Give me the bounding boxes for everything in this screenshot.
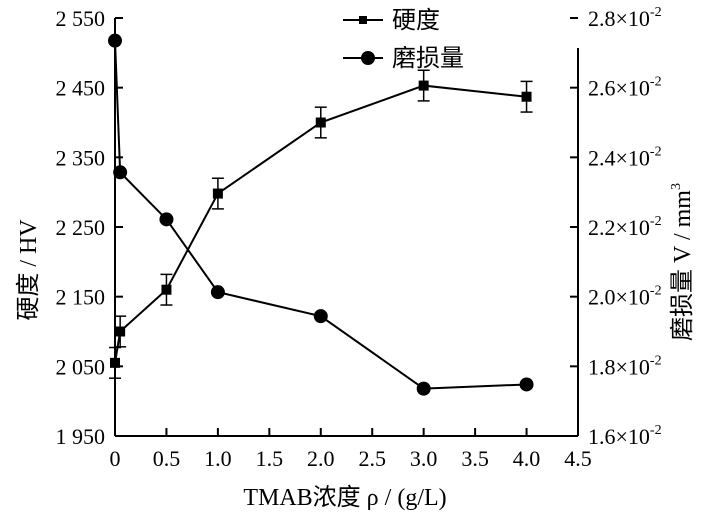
right-tick-label-main: 2.4×10 <box>588 145 650 170</box>
legend-hardness-marker <box>359 16 367 24</box>
right-tick-label-main: 1.8×10 <box>588 354 650 379</box>
left-axis-title: 硬度 / HV <box>15 219 42 321</box>
x-tick-label: 0.5 <box>153 446 181 471</box>
wear-point <box>159 212 174 227</box>
series-hardness <box>109 69 533 379</box>
right-tick-label-exponent: -2 <box>650 5 662 20</box>
hardness-point <box>110 357 120 368</box>
left-tick-label: 1 950 <box>56 424 106 449</box>
left-tick-label: 2 250 <box>56 215 106 240</box>
right-axis-title-main: 磨损量 V / mm <box>669 190 696 341</box>
x-tick-label: 1.0 <box>204 446 232 471</box>
wear-point <box>416 381 431 396</box>
x-tick-label: 4.5 <box>564 446 592 471</box>
hardness-point <box>521 91 532 102</box>
left-tick-label: 2 150 <box>56 285 106 310</box>
x-tick-label: 3.0 <box>410 446 438 471</box>
x-tick-label: 3.5 <box>461 446 489 471</box>
ticks: 1 950 2 050 2 150 2 250 2 350 2 450 2 550 1.6×1… <box>56 5 662 471</box>
right-tick-label-exponent: -2 <box>650 214 662 229</box>
right-axis-title-sup: 3 <box>669 183 684 190</box>
right-tick-label-main: 2.2×10 <box>588 215 650 240</box>
hardness-point <box>212 188 223 199</box>
wear-point <box>113 165 128 180</box>
right-tick-label-main: 2.8×10 <box>588 6 650 31</box>
right-tick-label-exponent: -2 <box>650 284 662 299</box>
left-tick-label: 2 450 <box>56 76 106 101</box>
x-tick-label: 2.0 <box>307 446 335 471</box>
right-tick-label-main: 2.6×10 <box>588 76 650 101</box>
legend-hardness-label: 硬度 <box>392 7 440 34</box>
x-axis-title: TMAB浓度 ρ / (g/L) <box>243 484 446 511</box>
wear-line <box>114 40 527 390</box>
right-tick-label: 1.8×10-2 <box>588 353 662 379</box>
right-tick-label-exponent: -2 <box>650 144 662 159</box>
right-tick-label-exponent: -2 <box>650 423 662 438</box>
right-axis-title: 磨损量 V / mm3 <box>669 183 696 341</box>
right-tick-label-main: 2.0×10 <box>588 285 650 310</box>
wear-point <box>210 285 225 300</box>
wear-point <box>108 33 122 48</box>
right-tick-label-exponent: -2 <box>650 353 662 368</box>
wear-point <box>519 377 534 392</box>
wear-point <box>313 309 328 324</box>
right-tick-label: 2.4×10-2 <box>588 144 662 170</box>
left-tick-label: 2 050 <box>56 354 106 379</box>
right-tick-label: 1.6×10-2 <box>588 423 662 449</box>
left-tick-label: 2 550 <box>56 6 106 31</box>
x-tick-label: 0 <box>110 446 121 471</box>
right-tick-label-exponent: -2 <box>650 75 662 90</box>
hardness-point <box>115 326 126 337</box>
right-tick-label: 2.8×10-2 <box>588 5 662 31</box>
legend-wear-marker <box>361 51 375 65</box>
x-tick-label: 4.0 <box>513 446 541 471</box>
legend-wear-label: 磨损量 <box>392 45 464 72</box>
x-tick-label: 2.5 <box>358 446 386 471</box>
right-tick-label-main: 1.6×10 <box>588 424 650 449</box>
right-tick-label: 2.6×10-2 <box>588 75 662 101</box>
x-tick-label: 1.5 <box>256 446 284 471</box>
hardness-point <box>315 117 326 128</box>
hardness-point <box>161 284 172 295</box>
right-tick-label: 2.2×10-2 <box>588 214 662 240</box>
series-wear <box>108 33 534 396</box>
right-tick-label: 2.0×10-2 <box>588 284 662 310</box>
left-tick-label: 2 350 <box>56 145 106 170</box>
legend: 硬度 磨损量 <box>343 7 464 72</box>
hardness-point <box>418 80 429 91</box>
axes <box>114 18 579 437</box>
